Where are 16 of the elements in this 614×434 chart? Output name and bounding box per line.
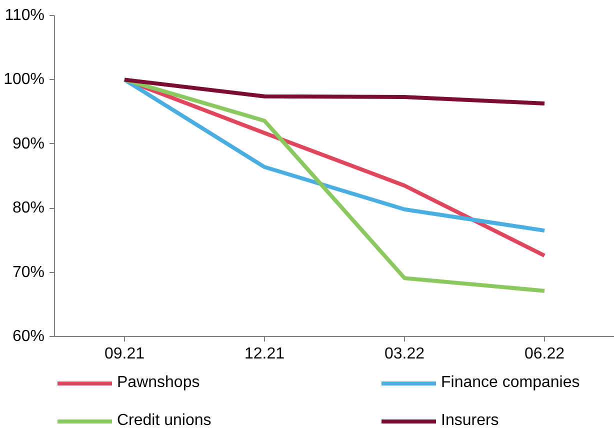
- line-series: [122, 78, 546, 106]
- legend-label: Pawnshops: [117, 374, 201, 392]
- x-tick-label: 06.22: [524, 346, 565, 362]
- legend-label: Insurers: [441, 412, 500, 430]
- y-tick-label: 90%: [12, 135, 45, 152]
- y-tick-label: 60%: [12, 328, 45, 345]
- line-series: [122, 78, 546, 293]
- x-tick-label: 12.21: [244, 346, 285, 362]
- y-tick-label: 110%: [4, 7, 44, 24]
- x-tick-label: 03.22: [384, 346, 425, 362]
- y-tick-label: 100%: [4, 71, 44, 88]
- y-tick-label: 80%: [12, 200, 45, 217]
- legend-label: Finance companies: [441, 374, 581, 392]
- x-tick-label: 09.21: [104, 346, 145, 362]
- legend-label: Credit unions: [117, 412, 212, 430]
- y-tick-label: 70%: [12, 264, 45, 281]
